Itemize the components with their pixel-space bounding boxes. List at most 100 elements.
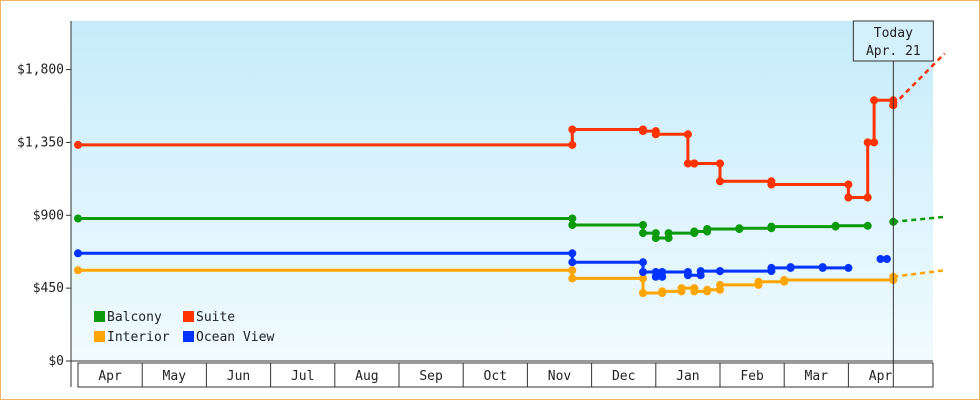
data-point[interactable] bbox=[716, 267, 724, 276]
legend-label: Balcony bbox=[107, 310, 162, 325]
today-box bbox=[852, 20, 934, 62]
data-point[interactable] bbox=[568, 221, 577, 229]
series-balcony bbox=[74, 214, 945, 242]
data-point[interactable] bbox=[716, 280, 724, 289]
data-point[interactable] bbox=[683, 271, 692, 280]
data-point[interactable] bbox=[863, 193, 872, 202]
data-point[interactable] bbox=[639, 274, 647, 283]
data-point[interactable] bbox=[74, 249, 82, 258]
data-point[interactable] bbox=[639, 127, 647, 136]
data-point[interactable] bbox=[767, 222, 776, 231]
data-point[interactable] bbox=[716, 177, 724, 186]
data-point[interactable] bbox=[664, 229, 673, 238]
x-tick-label: Jul bbox=[291, 369, 314, 384]
data-point[interactable] bbox=[568, 249, 577, 258]
data-point[interactable] bbox=[658, 268, 667, 276]
data-point[interactable] bbox=[863, 221, 872, 230]
legend: Balcony Suite Interior Ocean View bbox=[94, 310, 274, 345]
month-band bbox=[77, 362, 934, 388]
data-point[interactable] bbox=[696, 267, 705, 276]
data-point[interactable] bbox=[658, 287, 667, 296]
data-point[interactable] bbox=[735, 224, 744, 233]
data-point[interactable] bbox=[74, 266, 82, 275]
data-point[interactable] bbox=[651, 130, 660, 139]
data-point[interactable] bbox=[568, 258, 577, 267]
data-point[interactable] bbox=[568, 125, 577, 134]
x-tick-label: Mar bbox=[805, 369, 829, 384]
data-point[interactable] bbox=[754, 277, 763, 286]
x-tick-label: May bbox=[163, 369, 187, 384]
series-suite bbox=[74, 52, 946, 202]
today-marker: Today Apr. 21 bbox=[852, 20, 934, 387]
y-tick-label: $450 bbox=[33, 281, 64, 296]
data-point[interactable] bbox=[818, 263, 827, 272]
legend-swatch bbox=[183, 311, 194, 322]
today-date: Apr. 21 bbox=[866, 44, 921, 59]
data-point[interactable] bbox=[690, 159, 699, 168]
data-point[interactable] bbox=[639, 258, 647, 267]
series-ocean-view bbox=[74, 249, 891, 281]
x-tick-label: Jun bbox=[227, 369, 250, 384]
data-point[interactable] bbox=[568, 266, 577, 275]
data-point[interactable] bbox=[568, 140, 577, 149]
data-point[interactable] bbox=[683, 159, 692, 168]
data-point[interactable] bbox=[651, 272, 660, 281]
data-point[interactable] bbox=[863, 138, 872, 147]
data-point[interactable] bbox=[870, 96, 879, 105]
plot-area bbox=[71, 21, 933, 361]
data-point[interactable] bbox=[639, 229, 647, 238]
data-point[interactable] bbox=[716, 159, 724, 168]
x-tick-label: Apr bbox=[869, 369, 893, 384]
data-point[interactable] bbox=[703, 285, 712, 294]
data-point[interactable] bbox=[786, 263, 795, 272]
today-label: Today bbox=[874, 26, 913, 41]
data-point[interactable] bbox=[780, 276, 789, 284]
series-layer bbox=[74, 52, 946, 297]
legend-item-balcony[interactable]: Balcony bbox=[94, 310, 162, 325]
legend-item-suite[interactable]: Suite bbox=[183, 310, 235, 325]
x-tick-label: Jan bbox=[676, 369, 699, 384]
x-tick-label: Sep bbox=[419, 369, 443, 384]
data-point[interactable] bbox=[767, 263, 776, 272]
data-point[interactable] bbox=[677, 284, 686, 293]
data-point[interactable] bbox=[568, 274, 577, 283]
legend-label: Suite bbox=[196, 310, 235, 325]
y-tick-label: $900 bbox=[33, 208, 64, 223]
data-point[interactable] bbox=[870, 138, 879, 147]
data-point[interactable] bbox=[831, 221, 840, 230]
x-tick-label: Feb bbox=[740, 369, 764, 384]
data-point[interactable] bbox=[844, 193, 853, 202]
data-point[interactable] bbox=[651, 234, 660, 242]
x-axis: Apr May Jun Jul Aug Sep Oct Nov Dec Jan Feb Mar Apr bbox=[71, 360, 934, 388]
data-point[interactable] bbox=[703, 225, 712, 233]
data-point[interactable] bbox=[690, 287, 699, 296]
y-tick-label: $1,350 bbox=[17, 135, 64, 150]
legend-swatch bbox=[94, 331, 105, 342]
x-tick-label: Dec bbox=[612, 369, 635, 384]
data-point[interactable] bbox=[683, 130, 692, 139]
y-axis: $0 $450 $900 $1,350 $1,800 bbox=[17, 21, 72, 387]
y-tick-label: $0 bbox=[48, 354, 64, 369]
x-tick-label: Apr bbox=[98, 369, 122, 384]
data-point[interactable] bbox=[639, 221, 647, 229]
legend-label: Interior bbox=[107, 330, 170, 345]
data-point[interactable] bbox=[882, 255, 891, 263]
data-point[interactable] bbox=[74, 140, 82, 149]
legend-item-interior[interactable]: Interior bbox=[94, 330, 170, 345]
x-tick-label: Aug bbox=[355, 369, 378, 384]
data-point[interactable] bbox=[74, 214, 82, 223]
legend-label: Ocean View bbox=[196, 330, 274, 345]
data-point[interactable] bbox=[568, 214, 577, 223]
data-point[interactable] bbox=[690, 227, 699, 236]
y-tick-label: $1,800 bbox=[17, 63, 64, 78]
data-point[interactable] bbox=[844, 263, 853, 272]
legend-swatch bbox=[183, 331, 194, 342]
legend-item-ocean-view[interactable]: Ocean View bbox=[183, 330, 274, 345]
data-point[interactable] bbox=[876, 255, 885, 263]
data-point[interactable] bbox=[844, 180, 853, 189]
data-point[interactable] bbox=[639, 289, 647, 297]
data-point[interactable] bbox=[639, 268, 647, 276]
data-point[interactable] bbox=[767, 180, 776, 189]
